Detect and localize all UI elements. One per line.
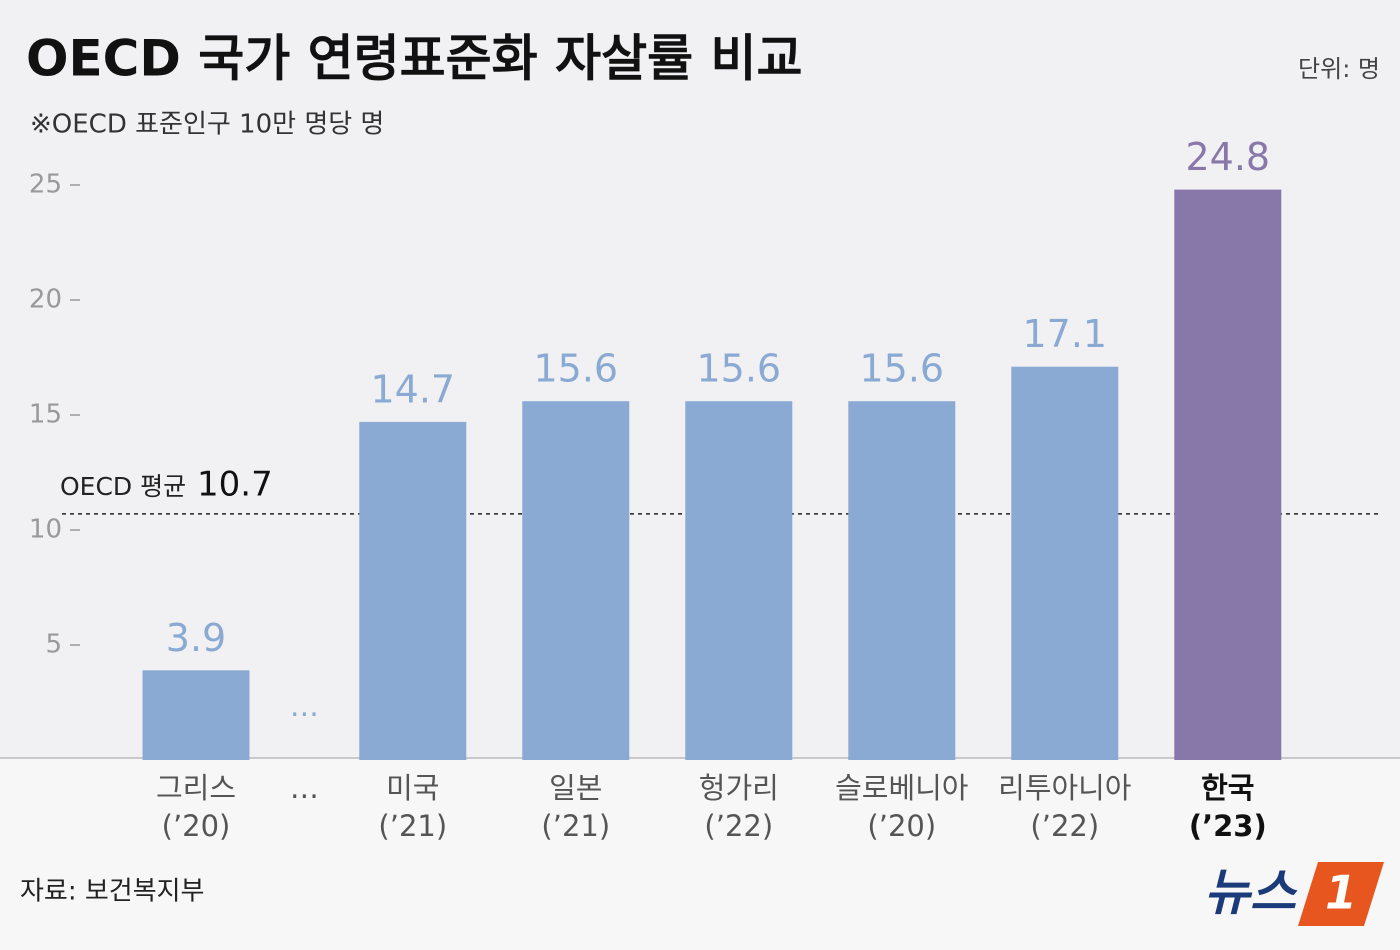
bar: [142, 670, 250, 760]
y-tick-label: 25: [29, 170, 62, 200]
gap-marker: …: [290, 689, 319, 723]
x-tick-label: 그리스: [156, 771, 236, 805]
value-label: 15.6: [859, 347, 944, 391]
x-tick-year: (’20): [867, 809, 936, 843]
axis-band: [0, 758, 1400, 950]
bar: [522, 401, 630, 760]
x-tick-label: 한국: [1201, 771, 1254, 805]
chart-subtitle: ※OECD 표준인구 10만 명당 명: [30, 110, 384, 140]
x-tick-year: (’23): [1189, 809, 1267, 843]
x-tick-label: 헝가리: [699, 771, 779, 805]
chart-title: OECD 국가 연령표준화 자살률 비교: [26, 30, 803, 88]
value-label: 15.6: [533, 347, 618, 391]
bar: [685, 401, 793, 760]
y-tick-label: 15: [29, 400, 62, 430]
logo-badge-text: 1: [1325, 866, 1357, 920]
reference-value: 10.7: [197, 464, 273, 504]
x-tick-label: 슬로베니아: [835, 771, 968, 805]
y-tick-label: 5: [45, 630, 62, 660]
x-tick-year: (’22): [704, 809, 773, 843]
bar: [848, 401, 956, 760]
x-tick-year: (’22): [1030, 809, 1099, 843]
value-label: 24.8: [1185, 135, 1270, 179]
source: 자료: 보건복지부: [20, 877, 204, 907]
logo-badge: [1298, 862, 1384, 926]
unit-label: 단위: 명: [1298, 55, 1380, 83]
x-tick-year: (’20): [162, 809, 231, 843]
x-tick-label: 일본: [549, 771, 602, 805]
bar: [1174, 189, 1282, 761]
x-tick-year: (’21): [541, 809, 610, 843]
value-label: 17.1: [1022, 312, 1107, 356]
value-label: 3.9: [166, 616, 226, 660]
bar: [359, 421, 467, 760]
x-tick-year: (’21): [378, 809, 447, 843]
x-tick-label: 미국: [386, 771, 439, 805]
logo-text: 뉴스: [1204, 864, 1298, 922]
y-tick-label: 20: [29, 285, 62, 315]
x-tick-label: 리투아니아: [998, 771, 1131, 805]
reference-label: OECD 평균: [60, 472, 186, 501]
y-tick-label: 10: [29, 515, 62, 545]
value-label: 14.7: [370, 367, 455, 411]
bar: [1011, 366, 1119, 760]
x-tick-label: …: [290, 771, 319, 805]
value-label: 15.6: [696, 347, 781, 391]
